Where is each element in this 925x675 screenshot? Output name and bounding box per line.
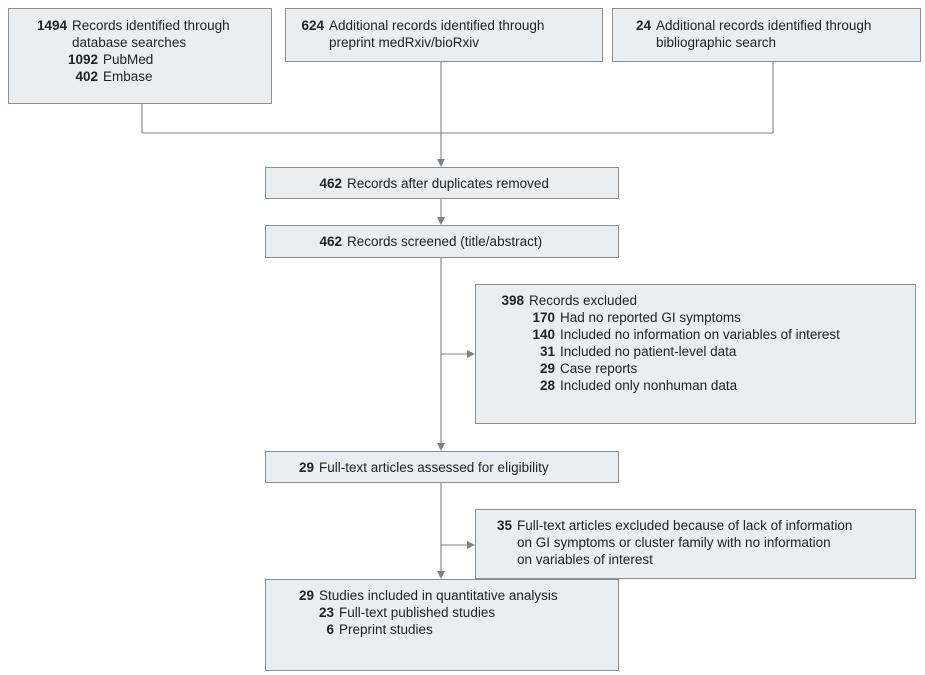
records-count: 29: [298, 460, 314, 475]
excluded-count: 35: [496, 518, 512, 533]
arrow-head: [437, 571, 445, 579]
records-screened-box: 462 Records screened (title/abstract): [265, 225, 619, 258]
reason-label: Included no information on variables of …: [560, 327, 840, 342]
preprint-search-box: 624 Additional records identified throug…: [285, 8, 603, 62]
records-count: 1494: [36, 18, 67, 33]
included-label: Studies included in quantitative analysi…: [319, 588, 558, 603]
studies-included-box: 29 Studies included in quantitative anal…: [265, 579, 619, 671]
arrow-head: [437, 217, 445, 225]
records-count: 24: [635, 18, 651, 33]
sub-label: Embase: [103, 69, 153, 84]
records-excluded-box: 398 Records excluded 170 Had no reported…: [475, 284, 916, 424]
arrow-head: [437, 159, 445, 167]
records-count: 462: [319, 176, 342, 191]
records-label: Records identified through: [72, 18, 230, 33]
reason-count: 28: [539, 378, 555, 393]
included-count: 29: [298, 588, 314, 603]
excluded-label-cont: on variables of interest: [517, 552, 653, 567]
sub-count: 402: [75, 69, 98, 84]
arrow-head: [467, 350, 475, 358]
reason-count: 170: [532, 310, 555, 325]
arrow-head: [467, 541, 475, 549]
excluded-label: Full-text articles excluded because of l…: [517, 518, 853, 533]
reason-count: 29: [539, 361, 555, 376]
sub-count: 6: [326, 622, 334, 637]
records-label: Full-text articles assessed for eligibil…: [319, 460, 549, 475]
reason-count: 31: [539, 344, 555, 359]
duplicates-removed-box: 462 Records after duplicates removed: [265, 167, 619, 199]
records-label: Additional records identified through: [656, 18, 872, 33]
reason-label: Had no reported GI symptoms: [560, 310, 741, 325]
excluded-count: 398: [501, 293, 524, 308]
records-label-cont: database searches: [72, 35, 187, 50]
records-label: Records screened (title/abstract): [347, 234, 543, 249]
bibliographic-search-box: 24 Additional records identified through…: [612, 8, 921, 62]
sub-count: 1092: [67, 52, 98, 67]
reason-count: 140: [532, 327, 555, 342]
fulltext-assessed-box: 29 Full-text articles assessed for eligi…: [265, 451, 619, 483]
excluded-label: Records excluded: [529, 293, 638, 308]
arrow-head: [437, 443, 445, 451]
records-label: Additional records identified through: [329, 18, 545, 33]
sub-label: Preprint studies: [339, 622, 433, 637]
reason-label: Case reports: [560, 361, 638, 376]
reason-label: Included no patient-level data: [560, 344, 737, 359]
database-search-box: 1494 Records identified through database…: [8, 8, 272, 104]
records-label: Records after duplicates removed: [347, 176, 549, 191]
records-count: 624: [301, 18, 324, 33]
excluded-label-cont: on GI symptoms or cluster family with no…: [517, 535, 831, 550]
records-label-cont: preprint medRxiv/bioRxiv: [329, 35, 480, 50]
sub-label: Full-text published studies: [339, 605, 496, 620]
records-count: 462: [319, 234, 342, 249]
sub-label: PubMed: [103, 52, 154, 67]
sub-count: 23: [318, 605, 334, 620]
reason-label: Included only nonhuman data: [560, 378, 738, 393]
records-label-cont: bibliographic search: [656, 35, 777, 50]
fulltext-excluded-box: 35 Full-text articles excluded because o…: [475, 509, 916, 579]
